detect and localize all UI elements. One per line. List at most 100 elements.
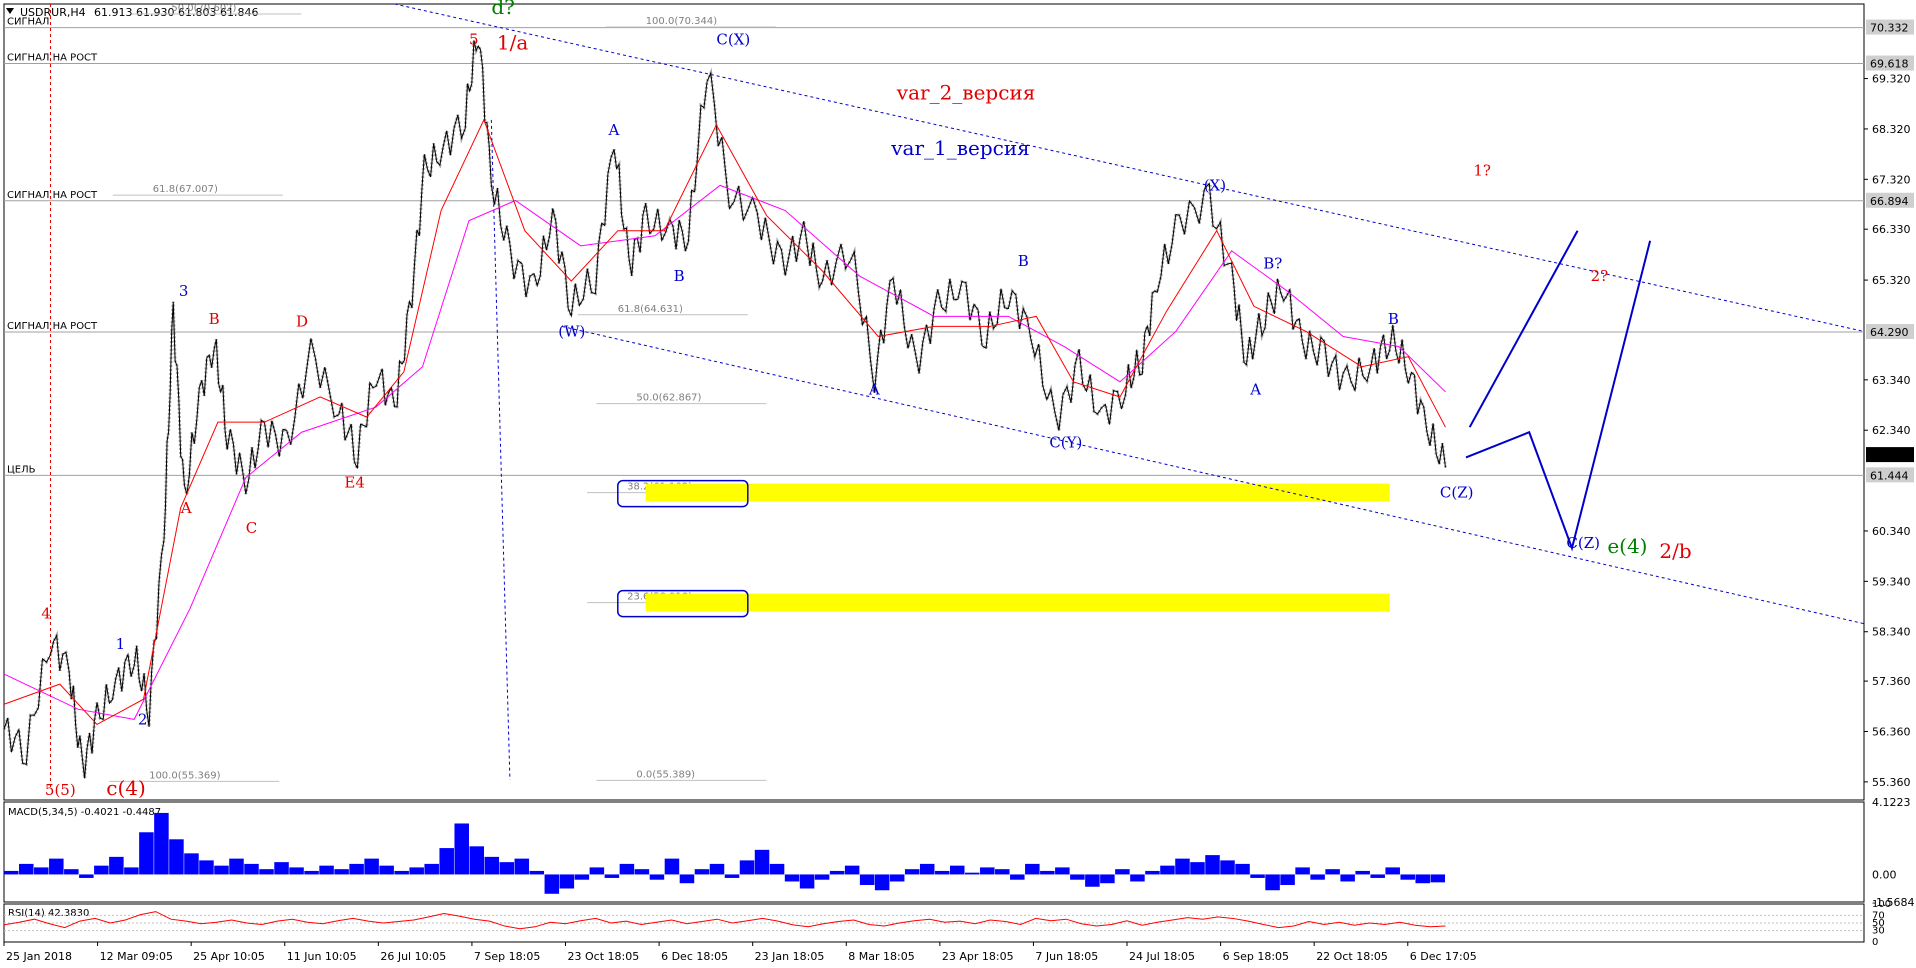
macd-bar	[1160, 865, 1175, 875]
macd-bar	[94, 865, 109, 875]
fib-label: 100.0(70.344)	[646, 16, 718, 27]
wave-label: 2?	[1591, 267, 1609, 285]
wave-label: (X)	[1204, 176, 1226, 194]
macd-bar	[1310, 874, 1325, 880]
macd-bar	[739, 860, 755, 875]
macd-bar	[634, 869, 650, 875]
macd-tick-label: -1.5684	[1872, 896, 1914, 909]
price-tag-label: 61.846	[1870, 449, 1909, 462]
y-tick-label: 56.360	[1872, 725, 1911, 738]
macd-bar	[1220, 860, 1235, 875]
forecast-arrow-var2	[1465, 240, 1652, 552]
macd-bar	[1250, 874, 1265, 878]
fib-label: 50.0(70.602)	[171, 3, 236, 14]
wave-label: d?	[491, 0, 515, 19]
x-tick-label: 24 Jul 18:05	[1129, 950, 1195, 963]
price-tag-label: 64.290	[1870, 326, 1909, 339]
fib-label: 0.0(55.389)	[636, 769, 695, 780]
macd-bar	[844, 865, 860, 875]
price-tag	[1866, 192, 1914, 208]
price-series	[2, 40, 1447, 779]
macd-bar	[1400, 874, 1415, 880]
macd-panel	[3, 801, 1865, 903]
wave-label: C(Z)	[1440, 484, 1474, 502]
y-tick-label: 58.340	[1872, 626, 1911, 639]
macd-bar	[139, 832, 154, 875]
wave-label: C(X)	[716, 30, 750, 48]
dropdown-triangle-icon[interactable]	[6, 8, 14, 14]
macd-bar	[1070, 874, 1085, 880]
macd-bar	[169, 839, 184, 875]
wave-label: 4	[41, 605, 51, 623]
macd-bar	[829, 870, 845, 875]
wave-label: var_2_версия	[896, 81, 1036, 105]
macd-bar	[754, 849, 770, 875]
y-tick-label: 69.320	[1872, 73, 1911, 86]
macd-bar	[919, 863, 935, 875]
macd-bar	[1010, 874, 1025, 880]
macd-bar	[469, 846, 484, 875]
macd-bar	[1385, 867, 1400, 875]
macd-bar	[274, 862, 289, 875]
y-tick-label: 62.340	[1872, 424, 1911, 437]
macd-bar	[559, 874, 575, 889]
macd-bar	[214, 865, 229, 875]
wave-label: A	[1249, 380, 1261, 398]
wave-labels: d? 5 1/a C(X) var_2_версия var_1_версия (X) 1? 2…	[41, 0, 1691, 800]
price-tag-label: 66.894	[1870, 195, 1909, 208]
zone-23-box	[617, 589, 749, 618]
macd-bar	[499, 862, 515, 875]
macd-histogram	[4, 812, 1445, 894]
wave-label: A	[180, 499, 192, 517]
y-tick-label: 65.320	[1872, 274, 1911, 287]
macd-bar	[319, 865, 334, 875]
wave-label: 1	[116, 635, 126, 653]
price-tag	[1866, 55, 1914, 71]
macd-bar	[1370, 874, 1385, 878]
macd-bar	[784, 874, 800, 882]
macd-bar	[454, 823, 469, 875]
macd-bar	[304, 870, 319, 875]
rsi-tick-label: 70	[1872, 910, 1885, 921]
wave-label: 1/a	[497, 30, 528, 54]
wave-label: E4	[344, 474, 365, 492]
macd-bar	[1025, 863, 1040, 875]
time-axis: 25 Jan 2018 12 Mar 09:05 25 Apr 10:05 11 Ju…	[3, 942, 1477, 963]
macd-bar	[769, 863, 785, 875]
y-tick-label: 57.360	[1872, 675, 1911, 688]
x-tick-label: 7 Sep 18:05	[474, 950, 540, 963]
macd-bar	[379, 865, 394, 875]
wave-label: A	[608, 121, 620, 139]
x-tick-label: 23 Oct 18:05	[568, 950, 640, 963]
level-label: ЦЕЛЬ	[7, 464, 36, 475]
price-line	[3, 40, 1446, 779]
wave-label: 3	[179, 282, 189, 300]
macd-bar	[184, 853, 199, 875]
price-tag	[1866, 447, 1914, 463]
x-tick-label: 23 Jan 18:05	[755, 950, 825, 963]
ohlc-readout: 61.913 61.930 61.803 61.846	[94, 6, 258, 19]
macd-bar	[589, 867, 605, 875]
zone-38	[645, 483, 1390, 502]
price-tag	[1866, 19, 1914, 35]
upper-channel-line	[394, 3, 1865, 332]
price-tag	[1866, 323, 1914, 339]
x-tick-label: 26 Jul 10:05	[380, 950, 446, 963]
wave-label: B	[674, 267, 685, 285]
macd-bar	[799, 874, 815, 889]
wave-label: 5	[469, 30, 479, 48]
macd-bar	[934, 870, 950, 875]
wave-label: 5(5)	[45, 781, 76, 799]
macd-bar	[1130, 874, 1145, 882]
macd-bar	[874, 874, 890, 891]
macd-bar	[995, 869, 1010, 875]
rsi-tick-label: 50	[1872, 918, 1885, 929]
macd-bar	[949, 865, 965, 875]
macd-bar	[889, 874, 905, 882]
lower-channel-line	[561, 325, 1865, 625]
macd-bar	[79, 874, 94, 878]
fib-label: 100.0(55.369)	[149, 770, 221, 781]
price-tag-label: 70.332	[1870, 22, 1909, 35]
macd-tick-label: 0.00	[1872, 868, 1897, 881]
macd-bar	[409, 867, 424, 875]
